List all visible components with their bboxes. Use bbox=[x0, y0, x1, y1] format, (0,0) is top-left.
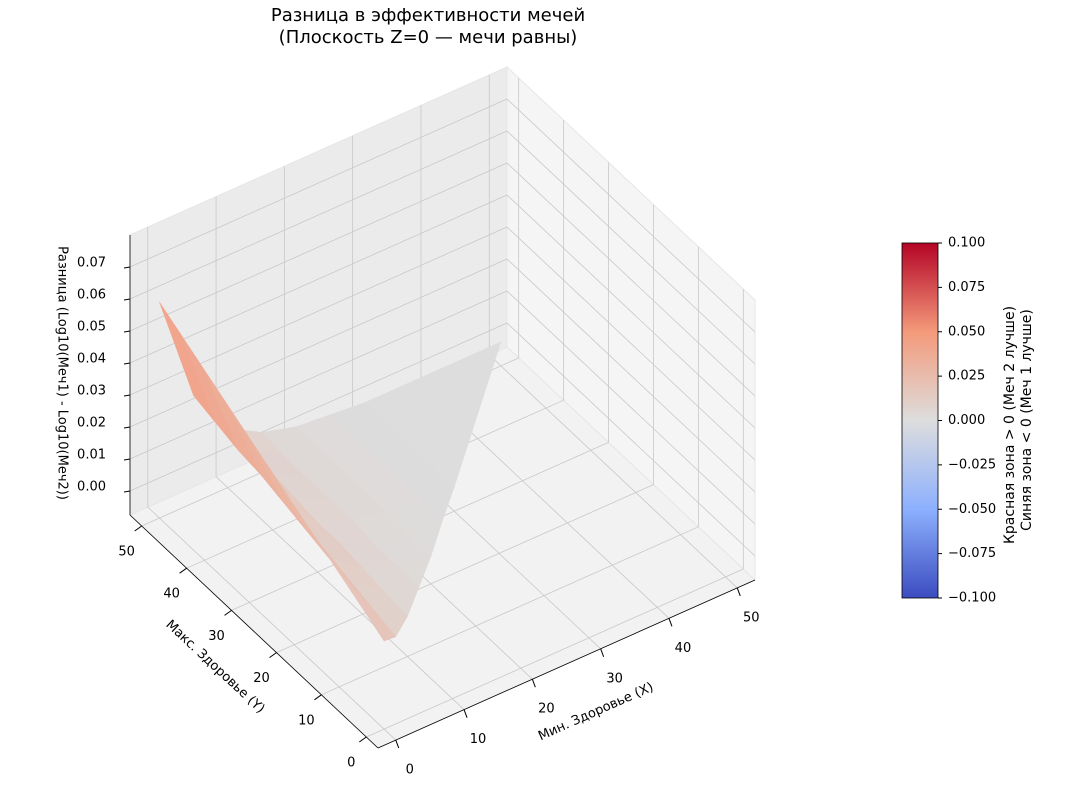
grid-line bbox=[506, 226, 756, 461]
x-tick bbox=[463, 709, 468, 718]
chart-title: Разница в эффективности мечей bbox=[271, 5, 585, 26]
colorbar-tick-label: 0.100 bbox=[948, 236, 985, 251]
y-tick bbox=[359, 736, 367, 743]
grid-line bbox=[215, 476, 465, 710]
colorbar-tick-label: −0.100 bbox=[948, 591, 996, 606]
x-tick-label: 10 bbox=[470, 732, 487, 747]
axis-line bbox=[377, 579, 756, 749]
y-tick-label: 40 bbox=[163, 587, 180, 602]
grid-line bbox=[276, 484, 654, 653]
z-tick-label: 0.05 bbox=[77, 320, 106, 335]
grid-line bbox=[366, 568, 744, 738]
y-tick-label: 30 bbox=[208, 629, 225, 644]
grid-line bbox=[506, 162, 756, 397]
x-tick-label: 50 bbox=[743, 610, 760, 625]
y-tick bbox=[179, 567, 187, 574]
z-tick-label: 0.04 bbox=[77, 352, 106, 367]
grid-line bbox=[488, 354, 738, 589]
grid-line bbox=[506, 98, 756, 333]
grid-line bbox=[506, 322, 756, 557]
x-tick bbox=[395, 739, 400, 749]
z-axis-label: Разница (Log10(Меч1) - Log10(Меч2)) bbox=[55, 246, 70, 500]
y-tick-label: 10 bbox=[298, 713, 315, 728]
x-tick bbox=[600, 648, 605, 657]
x-tick-label: 40 bbox=[675, 641, 692, 656]
y-tick bbox=[134, 525, 142, 532]
y-tick-label: 0 bbox=[347, 756, 355, 771]
x-tick bbox=[668, 618, 673, 627]
axis-line bbox=[129, 514, 379, 749]
y-tick bbox=[269, 652, 277, 659]
z-tick bbox=[123, 266, 131, 269]
colorbar bbox=[901, 242, 939, 599]
colorbar-tick-label: 0.025 bbox=[948, 369, 985, 384]
colorbar-tick-label: −0.050 bbox=[948, 502, 996, 517]
z-tick bbox=[123, 394, 131, 397]
grid-line bbox=[129, 130, 508, 300]
z-tick bbox=[123, 362, 131, 365]
x-tick-label: 20 bbox=[538, 702, 555, 717]
z-tick bbox=[123, 298, 131, 301]
colorbar-tick-label: −0.025 bbox=[948, 457, 996, 472]
x-tick-label: 0 bbox=[406, 763, 414, 778]
x-tick bbox=[736, 587, 741, 597]
z-tick bbox=[123, 426, 131, 429]
y-tick bbox=[224, 609, 232, 616]
y-tick-label: 50 bbox=[118, 544, 135, 559]
grid-line bbox=[506, 194, 756, 429]
colorbar-label: Синяя зона < 0 (Меч 1 лучше) bbox=[1019, 309, 1035, 531]
surface-patch bbox=[361, 607, 397, 642]
z-tick bbox=[123, 490, 131, 493]
grid-line bbox=[129, 194, 508, 364]
z-tick bbox=[123, 330, 131, 333]
grid-line bbox=[321, 526, 699, 696]
y-tick bbox=[314, 694, 322, 701]
grid-line bbox=[129, 162, 508, 332]
y-tick-label: 20 bbox=[253, 671, 270, 686]
grid-line bbox=[129, 290, 508, 460]
grid-line bbox=[129, 322, 508, 492]
x-tick bbox=[531, 679, 536, 688]
z-tick bbox=[123, 458, 131, 461]
side-pane bbox=[506, 65, 756, 582]
colorbar-tick-label: 0.075 bbox=[948, 280, 985, 295]
z-tick-label: 0.02 bbox=[77, 416, 106, 431]
chart-subtitle: (Плоскость Z=0 — мечи равны) bbox=[279, 27, 578, 48]
colorbar-tick-label: 0.050 bbox=[948, 324, 985, 339]
grid-line bbox=[129, 98, 508, 268]
colorbar-tick-label: −0.075 bbox=[948, 546, 996, 561]
colorbar-tick-label: 0.000 bbox=[948, 413, 985, 428]
colorbar-label: Красная зона > 0 (Меч 2 лучше) bbox=[1002, 306, 1018, 544]
z-tick-label: 0.06 bbox=[77, 288, 106, 303]
grid-line bbox=[506, 130, 756, 365]
grid-line bbox=[506, 258, 756, 493]
z-tick-label: 0.01 bbox=[77, 448, 106, 463]
grid-line bbox=[147, 506, 397, 741]
z-tick-label: 0.07 bbox=[77, 256, 106, 271]
x-tick-label: 30 bbox=[606, 671, 623, 686]
grid-line bbox=[506, 290, 756, 525]
z-tick-label: 0.00 bbox=[77, 480, 106, 495]
grid-line bbox=[129, 258, 508, 428]
z-tick-label: 0.03 bbox=[77, 384, 106, 399]
